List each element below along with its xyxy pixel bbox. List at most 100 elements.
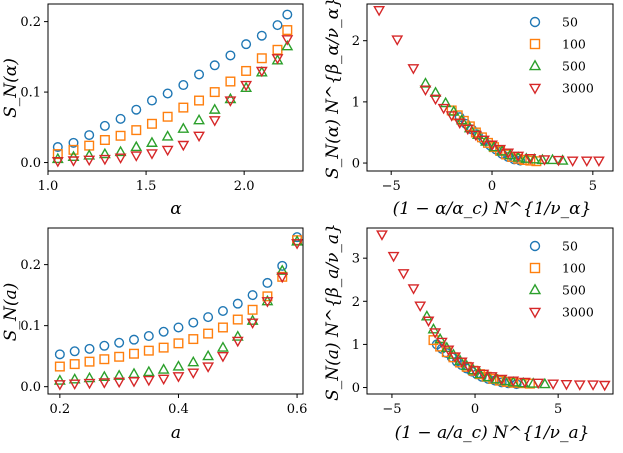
point-bottom-left-s500-3 <box>98 370 111 382</box>
point-top-left-s100-1 <box>68 144 79 155</box>
ytick-label-top-left-2: 0.2 <box>20 15 41 30</box>
xtick-label-bottom-left-1: 0.4 <box>168 402 189 417</box>
point-bottom-right-s500-11 <box>499 374 511 386</box>
point-top-left-s100-7 <box>162 111 173 122</box>
point-bottom-right-s3000-14 <box>485 372 498 383</box>
point-top-right-s3000-10 <box>478 135 490 147</box>
point-bottom-right-s3000-18 <box>532 378 545 390</box>
point-bottom-left-s100-12 <box>232 314 243 325</box>
point-bottom-right-s100-2 <box>441 347 452 358</box>
point-top-right-s500-2 <box>439 96 452 108</box>
point-top-left-s50-6 <box>146 95 157 106</box>
point-top-right-s3000-13 <box>502 148 515 160</box>
point-bottom-right-s3000-3 <box>407 284 420 295</box>
point-bottom-left-s100-7 <box>158 342 169 353</box>
panel-top-left-ticks: 1.0 1.5 2.0 0.0 0.1 0.2 <box>20 15 254 194</box>
point-top-right-s3000-12 <box>494 144 507 156</box>
point-bottom-left-s3000-5 <box>128 377 140 388</box>
point-top-left-s50-10 <box>209 60 220 71</box>
point-top-right-s3000-5 <box>437 103 450 115</box>
ytick-label-top-right-1: 1 <box>352 95 360 110</box>
point-top-left-s500-10 <box>208 103 221 114</box>
point-bottom-left-s100-10 <box>203 328 214 339</box>
point-bottom-right-s3000-0 <box>376 230 388 241</box>
point-bottom-left-s50-6 <box>143 331 154 342</box>
point-bottom-right-s3000-16 <box>507 376 520 388</box>
point-top-left-s50-2 <box>84 130 95 141</box>
point-top-right-s500-12 <box>520 152 533 163</box>
point-bottom-right-s500-7 <box>467 363 480 375</box>
point-top-left-s100-6 <box>146 118 157 129</box>
point-bottom-left-s500-2 <box>83 371 96 383</box>
point-top-left-s100-12 <box>241 65 252 76</box>
xtick-label-top-left-0: 1.0 <box>38 179 59 194</box>
point-top-left-s500-15 <box>281 39 294 51</box>
point-top-right-s3000-2 <box>407 64 420 75</box>
point-bottom-left-s500-10 <box>202 349 215 361</box>
point-top-left-s100-5 <box>131 125 142 136</box>
panel-top-left: 1.0 1.5 2.0 0.0 0.1 0.2 α S_N(α) <box>1 3 304 219</box>
point-bottom-left-s500-6 <box>142 365 155 377</box>
point-top-left-s3000-8 <box>177 140 190 152</box>
point-bottom-left-s100-14 <box>262 291 273 302</box>
panel-bottom-right-xlabel: (1 − a/a_c) N^{1/ν_a} <box>395 423 590 443</box>
point-top-left-s3000-4 <box>114 153 127 164</box>
point-top-left-s3000-2 <box>83 155 96 167</box>
panel-bottom-left-marks <box>53 232 303 391</box>
point-bottom-left-s500-4 <box>113 369 126 380</box>
point-top-right-s500-0 <box>419 77 432 88</box>
point-top-left-s3000-10 <box>208 116 221 127</box>
panel-bottom-right-legend: 50 100 500 3000 <box>528 239 594 320</box>
point-bottom-left-s100-5 <box>128 348 139 359</box>
point-bottom-left-s50-11 <box>217 306 228 317</box>
xtick-label-bottom-right-2: 5 <box>554 402 562 417</box>
point-top-left-s100-15 <box>282 25 293 36</box>
legend-marker-top-right-500 <box>528 59 542 71</box>
point-top-right-s3000-19 <box>580 156 593 167</box>
point-top-left-s3000-15 <box>281 35 294 46</box>
point-bottom-left-s50-3 <box>99 340 110 351</box>
point-top-right-s3000-7 <box>453 118 466 130</box>
point-top-left-s50-1 <box>68 137 79 148</box>
point-bottom-left-s3000-10 <box>202 362 215 373</box>
xtick-label-top-right-0: −5 <box>382 179 401 194</box>
point-top-left-s3000-0 <box>51 156 64 168</box>
point-bottom-right-s3000-6 <box>429 328 442 339</box>
point-top-left-s50-12 <box>241 39 252 50</box>
point-bottom-left-s3000-15 <box>276 272 289 284</box>
point-bottom-right-s3000-1 <box>387 251 400 263</box>
panel-bottom-right-ylabel: S_N(a) N^{β_a/ν_a} <box>323 223 343 401</box>
panel-top-right-ylabel: S_N(α) N^{β_α/ν_α} <box>323 0 343 179</box>
point-bottom-left-s50-5 <box>128 334 139 345</box>
point-top-left-s50-7 <box>162 88 173 99</box>
point-bottom-left-s3000-1 <box>68 379 81 390</box>
point-top-right-s500-10 <box>504 148 517 160</box>
point-top-right-s500-5 <box>463 121 476 133</box>
point-top-right-s500-1 <box>429 86 442 97</box>
ytick-label-bottom-right-3: 3 <box>352 252 360 267</box>
point-top-right-s500-3 <box>447 105 460 116</box>
point-top-right-s3000-11 <box>486 140 498 152</box>
point-bottom-right-s3000-21 <box>573 380 586 391</box>
point-bottom-left-s500-0 <box>53 374 66 385</box>
point-top-left-s100-2 <box>84 140 95 151</box>
point-top-right-s500-6 <box>471 128 484 140</box>
point-bottom-right-s500-0 <box>420 310 433 321</box>
point-bottom-left-s3000-11 <box>217 352 229 363</box>
legend-label-top-right-3000: 3000 <box>562 81 594 96</box>
point-bottom-left-s100-3 <box>99 354 110 365</box>
point-top-right-s3000-14 <box>512 151 525 163</box>
point-top-left-s500-5 <box>130 140 143 152</box>
point-top-right-s3000-20 <box>592 156 605 167</box>
point-top-left-s3000-7 <box>161 145 174 157</box>
point-bottom-right-s500-15 <box>538 377 551 389</box>
ytick-label-top-right-0: 0 <box>352 157 360 172</box>
point-top-left-s500-9 <box>193 113 205 125</box>
legend-marker-bottom-right-500 <box>528 283 542 295</box>
point-top-left-s50-9 <box>194 69 205 80</box>
point-top-right-s3000-15 <box>524 154 537 165</box>
legend-marker-top-right-100 <box>529 38 541 50</box>
ytick-label-bottom-left-1: 0.1 <box>20 319 41 334</box>
